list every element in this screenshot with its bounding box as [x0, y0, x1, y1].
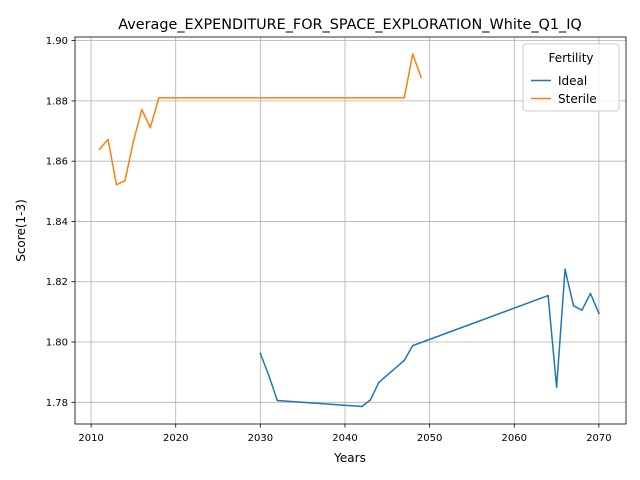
data-point-sterile	[411, 53, 414, 55]
x-tick-label: 2040	[332, 433, 357, 444]
data-point-sterile	[403, 97, 406, 99]
data-point-sterile	[124, 179, 126, 182]
data-point-ideal	[555, 386, 558, 389]
data-point-ideal	[403, 359, 406, 362]
data-point-ideal	[547, 294, 549, 297]
y-axis-label: Score(1-3)	[14, 199, 28, 262]
data-point-sterile	[149, 126, 152, 129]
data-point-ideal	[598, 312, 600, 315]
y-tick-label: 1.80	[46, 338, 68, 349]
data-point-ideal	[589, 292, 592, 295]
legend-title: Fertility	[548, 51, 593, 65]
series-layer	[98, 53, 600, 408]
data-point-ideal	[259, 352, 262, 355]
data-point-ideal	[581, 309, 583, 311]
legend-box	[522, 43, 620, 112]
data-point-sterile	[132, 140, 135, 143]
x-tick-label: 2010	[78, 433, 103, 444]
data-point-sterile	[107, 138, 109, 141]
x-tick-label: 2050	[417, 433, 442, 444]
data-point-ideal	[276, 399, 279, 402]
data-point-ideal	[268, 374, 270, 377]
legend-label-ideal: Ideal	[558, 74, 587, 88]
y-tick-label: 1.86	[46, 157, 68, 168]
y-tick-label: 1.88	[46, 96, 68, 107]
legend-label-sterile: Sterile	[558, 92, 597, 106]
x-tick-label: 2070	[586, 433, 611, 444]
x-tick-label: 2060	[502, 433, 527, 444]
data-point-sterile	[98, 148, 101, 150]
x-tick-label: 2020	[163, 433, 188, 444]
data-point-sterile	[141, 108, 143, 111]
chart-title: Average_EXPENDITURE_FOR_SPACE_EXPLORATIO…	[118, 17, 582, 33]
axis-ticks: 2010 2020 2030 2040 2050 2060 2070 1.78 1.80 1.82…	[46, 36, 612, 444]
data-point-sterile	[157, 97, 160, 99]
data-point-ideal	[369, 399, 372, 401]
legend: Fertility Ideal Sterile	[522, 43, 620, 112]
y-tick-label: 1.90	[46, 36, 68, 47]
x-tick-label: 2030	[248, 433, 273, 444]
data-point-sterile	[420, 76, 422, 79]
data-point-ideal	[564, 268, 566, 271]
data-point-sterile	[115, 183, 118, 186]
y-tick-label: 1.84	[46, 217, 68, 228]
y-tick-label: 1.78	[46, 398, 68, 409]
y-tick-label: 1.82	[46, 277, 68, 288]
data-point-ideal	[411, 344, 414, 347]
x-axis-label: Years	[333, 451, 366, 465]
plot-frame	[74, 36, 627, 425]
data-point-ideal	[361, 405, 363, 408]
data-point-ideal	[572, 305, 575, 307]
data-point-ideal	[378, 381, 380, 384]
